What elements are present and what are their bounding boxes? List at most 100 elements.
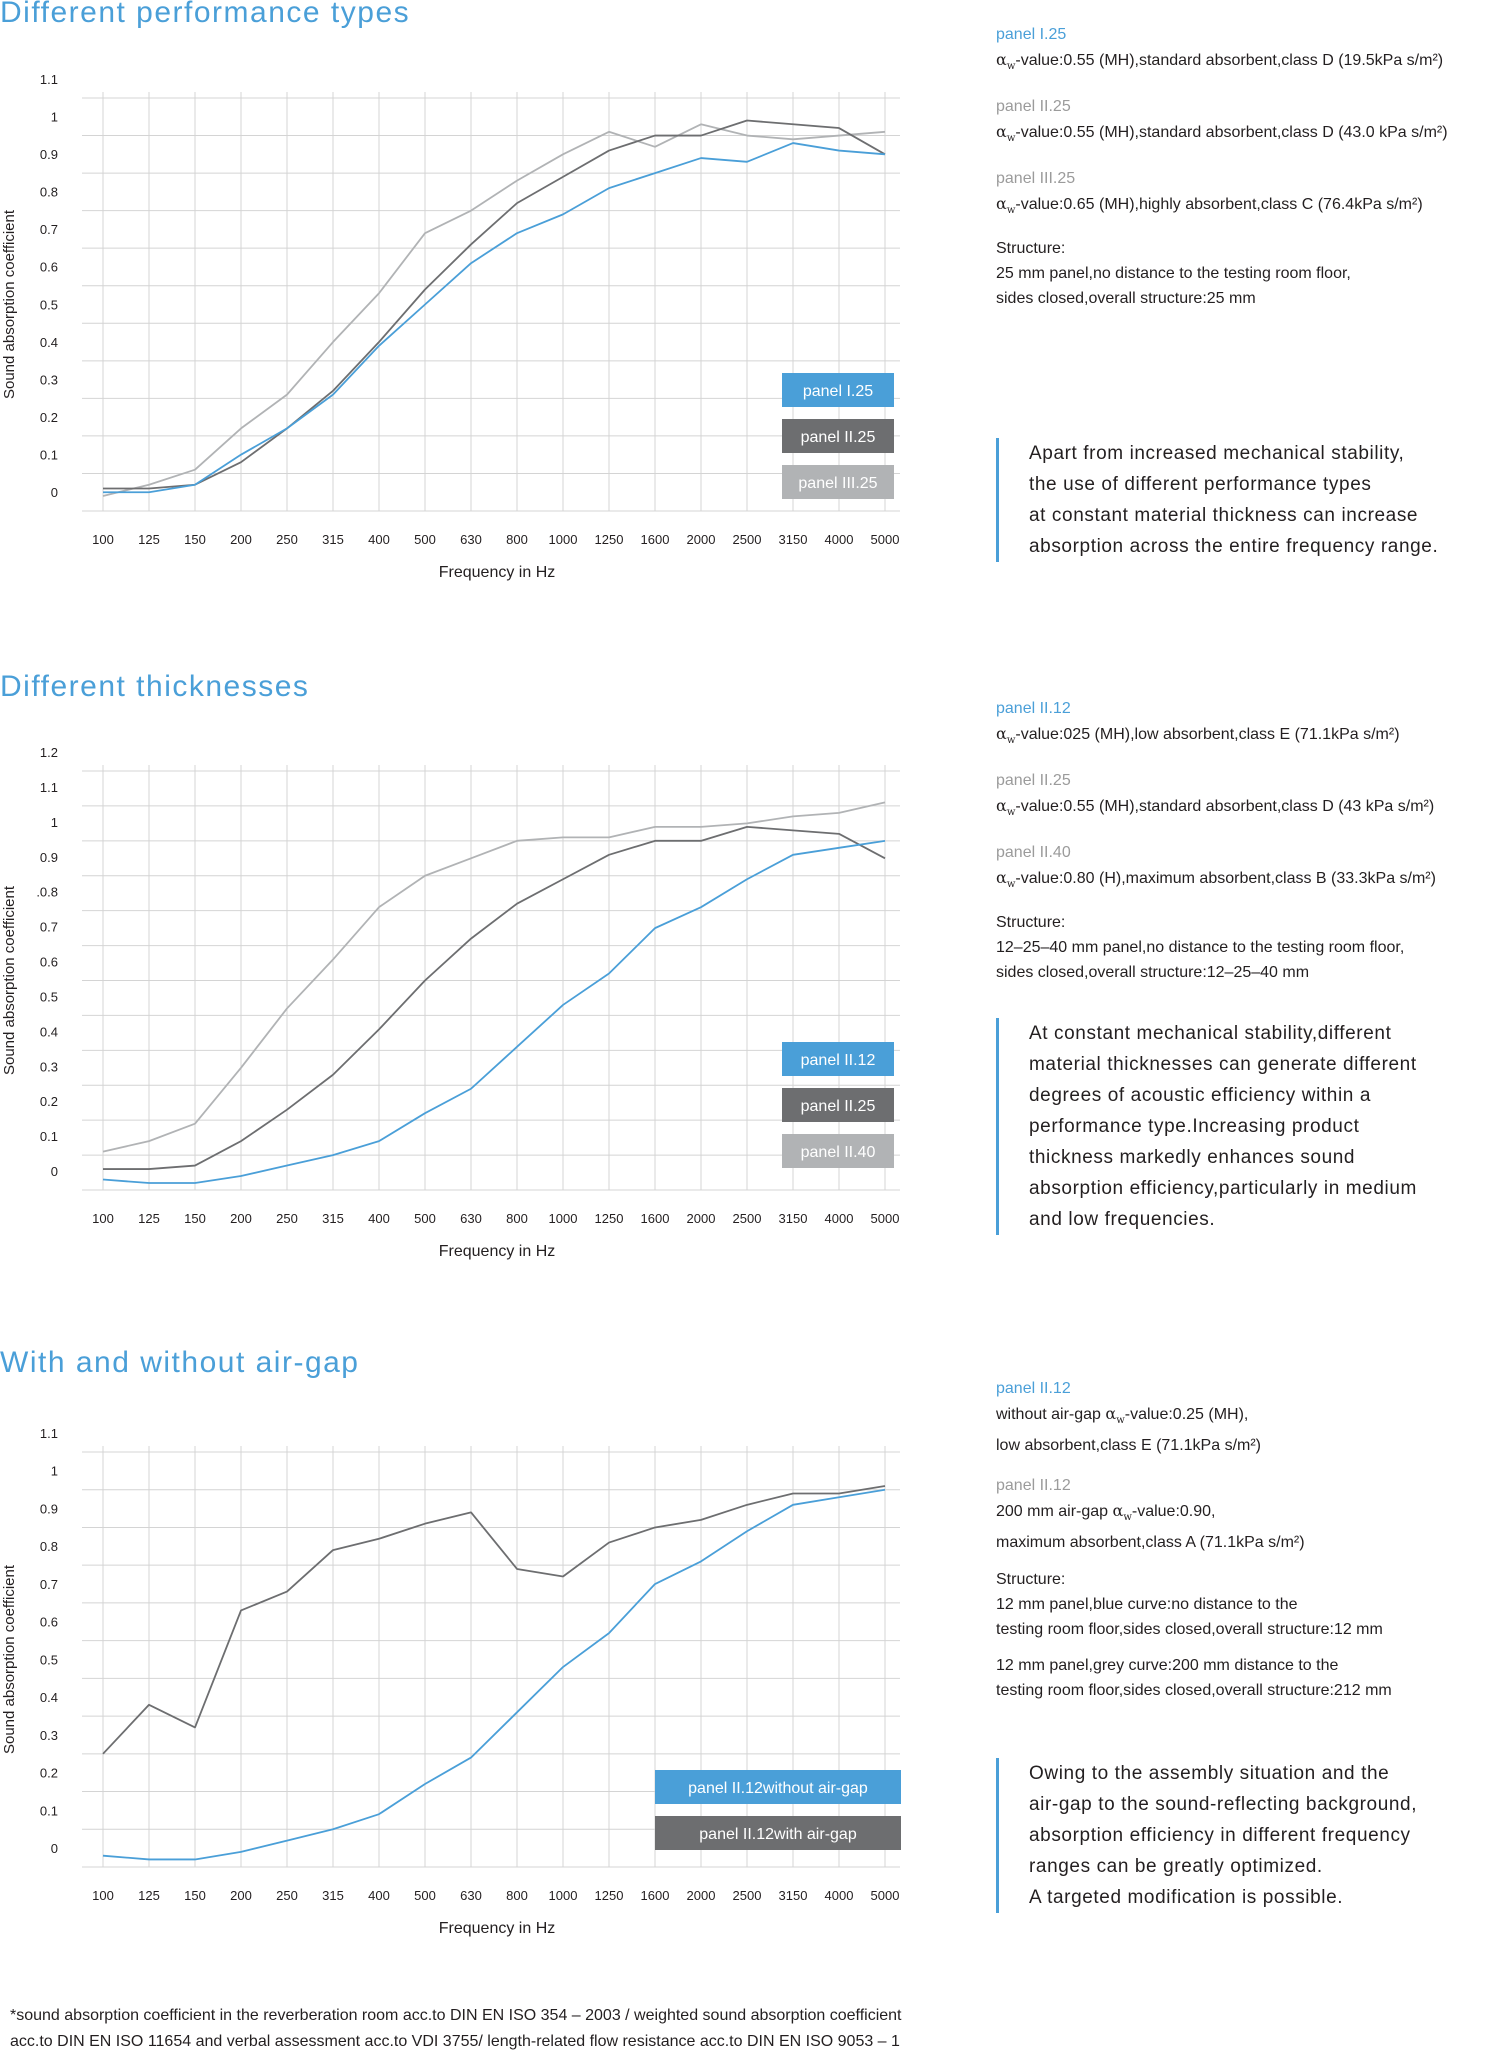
y-axis-label: Sound absorption coefficient <box>1 885 18 1075</box>
legend-swatch <box>655 1816 901 1850</box>
x-tick-label: 100 <box>92 1211 114 1226</box>
legend-label: panel III.25 <box>798 475 877 492</box>
x-tick-label: 1600 <box>641 1888 670 1903</box>
footnote-line: acc.to DIN EN ISO 11654 and verbal asses… <box>10 2033 900 2050</box>
series-line-2 <box>103 825 886 1170</box>
legend-swatch <box>782 1088 894 1122</box>
quote-line: the use of different performance types <box>1029 474 1372 495</box>
x-tick-label: 4000 <box>825 1888 854 1903</box>
chart-performance-types: 0 0.1 0.2 0.3 0.4 0.5 0.6 0.7 0.8 0.9 1 1.1 100 125 15… <box>1 72 900 581</box>
x-axis-label: Frequency in Hz <box>439 1920 556 1937</box>
x-tick-label: 2000 <box>687 1211 716 1226</box>
x-tick-label: 250 <box>276 532 298 547</box>
x-tick-label: 2000 <box>687 532 716 547</box>
y-tick-label: 1 <box>51 1464 58 1479</box>
y-tick-label: 1.2 <box>40 745 58 760</box>
x-tick-label: 4000 <box>825 532 854 547</box>
y-tick-label: 0 <box>51 1164 58 1179</box>
y-tick-label: 1.1 <box>40 1426 58 1441</box>
y-tick-label: 1.1 <box>40 72 58 87</box>
legend-swatch <box>782 1134 894 1168</box>
panel-info: panel II.12 without air-gap αw-value:0.2… <box>996 1372 1496 1703</box>
x-tick-label: 150 <box>184 1211 206 1226</box>
x-tick-label: 1000 <box>549 1888 578 1903</box>
structure-line: 12 mm panel,grey curve:200 mm distance t… <box>996 1657 1339 1675</box>
panel-spec: without air-gap αw-value:0.25 (MH), <box>996 1404 1249 1427</box>
panel-spec-line2: low absorbent,class E (71.1kPa s/m²) <box>996 1437 1261 1455</box>
x-tick-label: 1000 <box>549 532 578 547</box>
x-tick-label: 400 <box>368 1888 390 1903</box>
section-thicknesses: Different thicknesses 0 0.1 0.2 0.3 0.4 0.5 0.… <box>0 670 1500 1300</box>
y-tick-label: 0.5 <box>40 297 58 312</box>
section-title: Different performance types <box>0 0 411 29</box>
y-tick-label: 0.1 <box>40 447 58 462</box>
y-tick-label: 0.9 <box>40 147 58 162</box>
x-tick-label: 1250 <box>595 532 624 547</box>
y-tick-label: 0.8 <box>40 185 58 200</box>
series-line-1 <box>103 142 886 494</box>
x-tick-label: 800 <box>506 532 528 547</box>
panel-name: panel II.25 <box>996 772 1071 790</box>
x-tick-label: 125 <box>138 1888 160 1903</box>
x-tick-label: 500 <box>414 1888 436 1903</box>
x-tick-label: 5000 <box>871 532 900 547</box>
chart-thicknesses: 0 0.1 0.2 0.3 0.4 0.5 0.6 0.7 .0.8 0.9 1 1.1 1.2 100 1… <box>1 745 900 1260</box>
series-line-3 <box>102 801 886 1153</box>
x-tick-label: 400 <box>368 1211 390 1226</box>
x-tick-label: 125 <box>138 1211 160 1226</box>
y-tick-label: 0.1 <box>40 1803 58 1818</box>
y-tick-label: 0.4 <box>40 1024 58 1039</box>
y-tick-label: 0.4 <box>40 335 58 350</box>
summary-quote: At constant mechanical stability,differe… <box>996 1018 1496 1235</box>
y-tick-label: 0.4 <box>40 1690 58 1705</box>
x-tick-label: 2000 <box>687 1888 716 1903</box>
x-tick-label: 500 <box>414 532 436 547</box>
legend-label: panel II.25 <box>801 1098 876 1115</box>
panel-spec: αw-value:0.55 (MH),standard absorbent,cl… <box>996 796 1435 819</box>
x-tick-label: 5000 <box>871 1211 900 1226</box>
quote-line: thickness markedly enhances sound <box>1029 1147 1356 1168</box>
section-title: Different thicknesses <box>0 670 310 703</box>
quote-line: Apart from increased mechanical stabilit… <box>1029 443 1405 464</box>
legend-swatch <box>655 1770 901 1804</box>
x-tick-label: 125 <box>138 532 160 547</box>
legend-swatch <box>782 373 894 407</box>
quote-line: ranges can be greatly optimized. <box>1029 1856 1323 1877</box>
panel-spec: αw-value:0.65 (MH),highly absorbent,clas… <box>996 194 1423 217</box>
quote-line: performance type.Increasing product <box>1029 1116 1360 1137</box>
legend-label: panel II.40 <box>801 1144 876 1161</box>
x-tick-label: 800 <box>506 1888 528 1903</box>
y-tick-label: 0.5 <box>40 1652 58 1667</box>
y-tick-label: 0.3 <box>40 1728 58 1743</box>
section-performance-types: Different performance types 0 0.1 0.2 0.3 0.… <box>0 0 1500 620</box>
y-tick-label: 0.7 <box>40 222 58 237</box>
x-tick-label: 630 <box>460 532 482 547</box>
structure-title: Structure: <box>996 1571 1066 1589</box>
y-axis-label: Sound absorption coefficient <box>1 209 18 399</box>
y-tick-label: 0.2 <box>40 1766 58 1781</box>
x-tick-label: 2500 <box>733 1211 762 1226</box>
panel-info: panel II.12 αw-value:025 (MH),low absorb… <box>996 692 1496 985</box>
y-tick-label: 0.7 <box>40 920 58 935</box>
y-tick-label: 0.6 <box>40 955 58 970</box>
x-tick-label: 400 <box>368 532 390 547</box>
x-tick-label: 200 <box>230 1211 252 1226</box>
x-tick-label: 800 <box>506 1211 528 1226</box>
legend-label: panel II.12with air-gap <box>699 1826 857 1843</box>
summary-quote: Apart from increased mechanical stabilit… <box>996 438 1496 562</box>
x-tick-label: 630 <box>460 1211 482 1226</box>
x-tick-label: 3150 <box>779 1211 808 1226</box>
x-tick-label: 315 <box>322 1888 344 1903</box>
x-tick-label: 3150 <box>779 1888 808 1903</box>
y-tick-label: 1.1 <box>40 780 58 795</box>
panel-spec: 200 mm air-gap αw-value:0.90, <box>996 1501 1216 1524</box>
panel-name: panel II.40 <box>996 844 1071 862</box>
series-line-2 <box>102 1485 886 1755</box>
legend-label: panel II.25 <box>801 429 876 446</box>
panel-name: panel II.12 <box>996 1380 1071 1397</box>
legend-swatch <box>782 419 894 453</box>
panel-spec: αw-value:0.55 (MH),standard absorbent,cl… <box>996 50 1444 73</box>
quote-line: Owing to the assembly situation and the <box>1029 1763 1390 1784</box>
chart-air-gap: 0 0.1 0.2 0.3 0.4 0.5 0.6 0.7 0.8 0.9 1 1.1 100 125 15… <box>1 1426 901 1937</box>
structure-title: Structure: <box>996 913 1066 931</box>
